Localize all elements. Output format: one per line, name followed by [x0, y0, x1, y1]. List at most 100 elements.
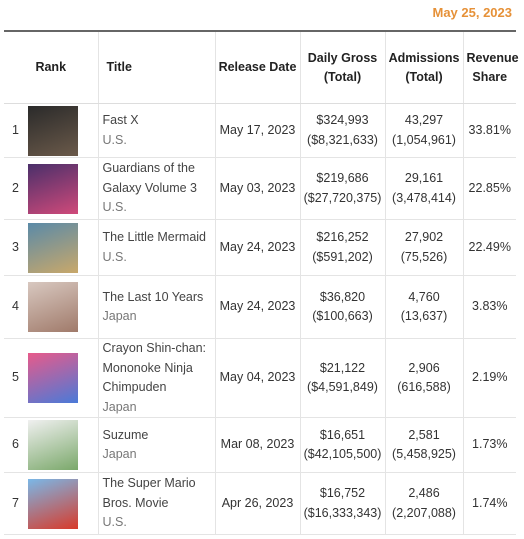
date: May 25, 2023: [432, 5, 512, 20]
row: 5 Crayon Shin-chan: Mononoke Ninja Chimpu…: [4, 338, 516, 418]
column-header: Daily Gross (Total): [299, 30, 385, 104]
title: Crayon Shin-chan: Mononoke Ninja Chimpud…: [102, 341, 207, 394]
daily-admissions: 27,902: [404, 230, 444, 244]
daily-admissions: 29,161: [404, 171, 444, 185]
poster: [27, 282, 78, 332]
admissions-cell: 2,581 (5,458,925): [384, 417, 463, 473]
poster: [27, 105, 78, 156]
title-cell: The Little Mermaid U.S.: [97, 219, 215, 276]
admissions-cell: 4,760 (13,637): [384, 275, 463, 339]
total-gross: ($591,202): [312, 249, 373, 264]
row: 6 Suzume Japan Mar 08, 2023 $16,651 ($42,105,…: [4, 417, 516, 473]
total-gross: ($42,105,500): [303, 447, 382, 461]
header-row: Rank Title Release Date Daily Gross (Total)…: [4, 30, 519, 104]
revenue-share: 1.74%: [462, 472, 516, 535]
gross-cell: $16,752 ($16,333,343): [299, 472, 385, 535]
title-cell: The Last 10 Years Japan: [97, 275, 215, 339]
row: 2 Guardians of the Galaxy Volume 3 U.S. May…: [4, 157, 516, 220]
total-admissions: (3,478,414): [392, 190, 456, 205]
rank-wrap: 3: [6, 222, 96, 273]
title: The Last 10 Years: [102, 289, 204, 304]
poster: [27, 222, 78, 273]
rank-cell: 3: [4, 219, 98, 276]
rank: 6: [12, 437, 19, 452]
admissions-cell: 2,486 (2,207,088): [384, 472, 463, 535]
revenue-share: 1.73%: [462, 417, 516, 473]
daily-gross: $16,752: [319, 486, 366, 500]
rank-wrap: 4: [6, 282, 96, 332]
header: Rank Title Release Date Daily Gross (Total)…: [4, 30, 519, 104]
rank-cell: 1: [4, 103, 98, 158]
release-date: May 17, 2023: [214, 103, 300, 158]
country: U.S.: [102, 515, 127, 530]
rank: 1: [12, 122, 19, 137]
country: U.S.: [102, 249, 127, 264]
rank-cell: 4: [4, 275, 98, 339]
daily-gross: $36,820: [319, 289, 366, 304]
total-gross: ($4,591,849): [307, 380, 378, 394]
daily-gross: $216,252: [316, 230, 369, 244]
column-header: Rank: [4, 30, 98, 104]
rank: 4: [12, 299, 19, 314]
gross-cell: $324,993 ($8,321,633): [299, 103, 385, 158]
release-date: Mar 08, 2023: [214, 417, 300, 473]
column-header: Admissions (Total): [384, 30, 463, 104]
rank-wrap: 5: [6, 353, 96, 403]
release-date: May 03, 2023: [214, 157, 300, 220]
poster: [27, 420, 78, 470]
release-date: May 24, 2023: [214, 275, 300, 339]
total-admissions: (1,054,961): [392, 132, 456, 147]
title: Suzume: [102, 427, 149, 442]
rank: 2: [12, 180, 19, 195]
daily-admissions: 2,906: [408, 360, 440, 375]
rank-cell: 2: [4, 157, 98, 220]
admissions-cell: 2,906 (616,588): [384, 338, 463, 418]
total-admissions: (75,526): [400, 249, 448, 264]
total-gross: ($27,720,375): [303, 190, 382, 205]
admissions-cell: 27,902 (75,526): [384, 219, 463, 276]
release-date: May 24, 2023: [214, 219, 300, 276]
poster: [27, 478, 78, 529]
rank-wrap: 6: [6, 420, 96, 470]
total-gross: ($100,663): [312, 309, 373, 323]
daily-gross: $16,651: [319, 427, 366, 442]
title: Guardians of the Galaxy Volume 3: [102, 161, 198, 195]
total-admissions: (2,207,088): [392, 505, 456, 520]
total-gross: ($8,321,633): [307, 132, 378, 147]
gross-cell: $216,252 ($591,202): [299, 219, 385, 276]
gross-cell: $21,122 ($4,591,849): [299, 338, 385, 418]
poster: [27, 353, 78, 403]
box-office-table: Rank Title Release Date Daily Gross (Total)…: [4, 30, 519, 535]
release-date: Apr 26, 2023: [214, 472, 300, 535]
gross-cell: $16,651 ($42,105,500): [299, 417, 385, 473]
rank: 3: [12, 239, 19, 254]
revenue-share: 3.83%: [462, 275, 516, 339]
column-header: Title: [97, 30, 215, 104]
row: 3 The Little Mermaid U.S. May 24, 2023 $216,…: [4, 219, 516, 276]
title: The Super Mario Bros. Movie: [102, 476, 196, 510]
total-admissions: (5,458,925): [392, 447, 456, 461]
daily-admissions: 4,760: [408, 289, 440, 304]
country: Japan: [102, 399, 137, 414]
title-cell: The Super Mario Bros. Movie U.S.: [97, 472, 215, 535]
title-cell: Guardians of the Galaxy Volume 3 U.S.: [97, 157, 215, 220]
daily-gross: $219,686: [316, 171, 369, 185]
rank-wrap: 2: [6, 163, 96, 214]
title: The Little Mermaid: [102, 230, 207, 244]
row: 1 Fast X U.S. May 17, 2023 $324,993 ($8,321,6…: [4, 103, 516, 158]
row: 7 The Super Mario Bros. Movie U.S. Apr 26, …: [4, 472, 516, 535]
admissions-cell: 43,297 (1,054,961): [384, 103, 463, 158]
total-admissions: (616,588): [397, 380, 451, 394]
gross-cell: $36,820 ($100,663): [299, 275, 385, 339]
daily-admissions: 43,297: [404, 113, 444, 127]
rank-cell: 7: [4, 472, 98, 535]
poster: [27, 163, 78, 214]
country: U.S.: [102, 200, 127, 215]
title-cell: Fast X U.S.: [97, 103, 215, 158]
country: Japan: [102, 447, 137, 461]
title: Fast X: [102, 113, 139, 127]
admissions-cell: 29,161 (3,478,414): [384, 157, 463, 220]
revenue-share: 22.49%: [462, 219, 516, 276]
country: U.S.: [102, 132, 127, 147]
